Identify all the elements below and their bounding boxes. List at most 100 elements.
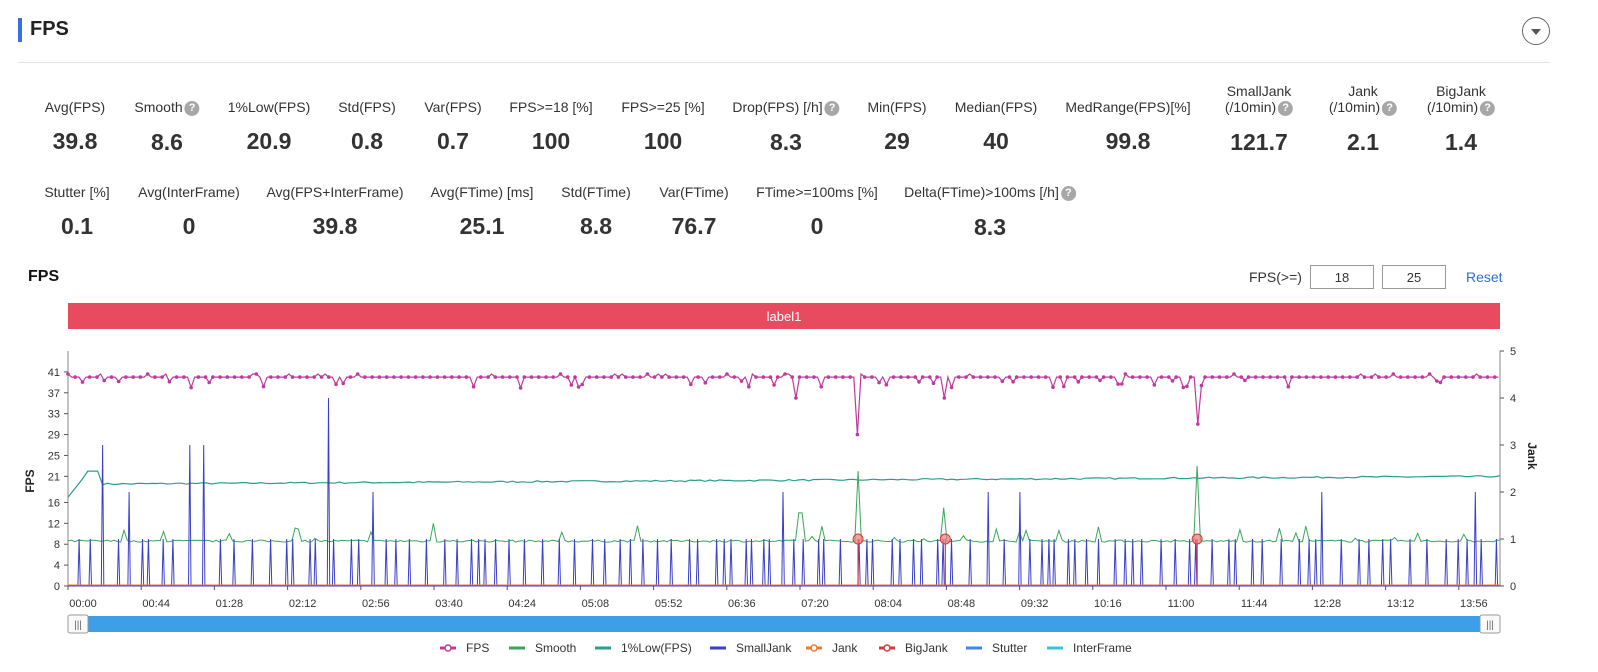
fps-point bbox=[917, 380, 921, 384]
fps-point bbox=[1326, 375, 1330, 379]
fps-point bbox=[1449, 375, 1454, 379]
metric-label: Std(FPS) bbox=[338, 99, 396, 115]
x-tick-label: 04:24 bbox=[508, 598, 536, 610]
fps-point bbox=[1406, 375, 1410, 379]
y-right-tick-label: 4 bbox=[1510, 393, 1516, 405]
legend-item-smalljank[interactable]: SmallJank bbox=[710, 641, 792, 655]
series-smalljank-line bbox=[68, 397, 1500, 587]
fps-point bbox=[1362, 375, 1367, 379]
fps-point bbox=[790, 375, 794, 379]
y-left-tick-label: 4 bbox=[54, 560, 60, 572]
fps-point bbox=[518, 386, 523, 390]
legend-item-1-low-fps-[interactable]: 1%Low(FPS) bbox=[595, 641, 692, 655]
fps-point bbox=[833, 375, 838, 379]
fps-point bbox=[508, 375, 512, 379]
fps-point bbox=[471, 384, 476, 389]
fps-point bbox=[993, 375, 997, 379]
fps-point bbox=[392, 375, 396, 379]
zoom-handle-left[interactable] bbox=[67, 614, 89, 634]
fps-point bbox=[1094, 375, 1099, 379]
fps-point bbox=[848, 375, 852, 379]
fps-point bbox=[536, 375, 541, 379]
legend-label: Stutter bbox=[992, 641, 1027, 655]
help-icon[interactable]: ? bbox=[1278, 100, 1294, 116]
fps-point bbox=[681, 375, 686, 379]
metric-label: SmallJank (/10min)? bbox=[1224, 83, 1294, 116]
fps-point bbox=[674, 375, 679, 379]
metric-stutter: Stutter [%] 0.1 bbox=[44, 184, 109, 240]
fps-point bbox=[1098, 378, 1102, 383]
help-icon[interactable]: ? bbox=[1382, 100, 1398, 116]
fps-point bbox=[1319, 375, 1323, 379]
legend-item-jank[interactable]: Jank bbox=[806, 641, 858, 655]
y-right-tick-label: 0 bbox=[1510, 581, 1516, 593]
metric-label: Avg(FPS) bbox=[44, 99, 106, 115]
metric-1-low-fps: 1%Low(FPS) 20.9 bbox=[228, 99, 310, 155]
fps-point bbox=[623, 375, 628, 379]
help-icon[interactable]: ? bbox=[1060, 185, 1076, 201]
fps-point bbox=[645, 372, 650, 376]
metric-label: Drop(FPS) [/h]? bbox=[732, 99, 840, 116]
x-tick-label: 07:20 bbox=[801, 598, 829, 610]
legend-item-fps[interactable]: FPS bbox=[440, 641, 489, 655]
metric-value: 20.9 bbox=[246, 128, 292, 154]
section-title: FPS bbox=[30, 18, 69, 40]
metric-drop-fps-h: Drop(FPS) [/h]? 8.3 bbox=[732, 99, 840, 156]
fps-point bbox=[1029, 375, 1033, 379]
fps-point bbox=[1152, 383, 1157, 387]
fps-point bbox=[1188, 375, 1193, 379]
metric-value: 100 bbox=[531, 128, 571, 154]
zoom-handle-right[interactable] bbox=[1479, 614, 1501, 634]
metric-label: Delta(FTime)>100ms [/h]? bbox=[904, 184, 1076, 201]
fps-point bbox=[1199, 383, 1204, 388]
x-tick-label: 06:36 bbox=[728, 598, 756, 610]
fps-point bbox=[1185, 384, 1189, 389]
fps-point bbox=[1311, 375, 1316, 379]
fps-point bbox=[794, 396, 798, 400]
fps-point bbox=[1065, 375, 1070, 379]
help-icon[interactable]: ? bbox=[184, 100, 200, 116]
metric-value: 2.1 bbox=[1347, 128, 1379, 155]
legend-item-interframe[interactable]: InterFrame bbox=[1047, 641, 1132, 655]
fps-point bbox=[1282, 375, 1287, 379]
fps-point bbox=[421, 375, 425, 379]
fps-point bbox=[218, 375, 222, 379]
x-tick-label: 11:44 bbox=[1241, 598, 1268, 610]
metric-label: Smooth? bbox=[134, 99, 200, 116]
fps-point bbox=[739, 379, 744, 383]
legend-item-stutter[interactable]: Stutter bbox=[966, 641, 1027, 655]
fps-point bbox=[1340, 375, 1345, 379]
x-tick-label: 02:12 bbox=[289, 598, 317, 610]
reset-link[interactable]: Reset bbox=[1466, 269, 1503, 285]
collapse-chevron-icon[interactable] bbox=[1522, 17, 1550, 45]
metric-label: MedRange(FPS)[%] bbox=[1065, 99, 1191, 115]
legend-item-bigjank[interactable]: BigJank bbox=[879, 641, 949, 655]
fps-point bbox=[1109, 375, 1113, 379]
help-icon[interactable]: ? bbox=[1480, 100, 1496, 116]
metric-value: 0.1 bbox=[61, 213, 93, 239]
fps-threshold-high-input[interactable] bbox=[1382, 265, 1446, 289]
fps-point bbox=[283, 375, 288, 379]
fps-threshold-low-input[interactable] bbox=[1310, 265, 1374, 289]
fps-point bbox=[964, 375, 968, 379]
fps-point bbox=[1246, 375, 1251, 379]
legend-swatch-marker bbox=[444, 644, 452, 652]
fps-point bbox=[1196, 422, 1200, 426]
metric-label: Var(FTime) bbox=[659, 184, 729, 200]
fps-point bbox=[804, 375, 809, 379]
series-1pct-low-line bbox=[67, 470, 1501, 498]
legend-item-smooth[interactable]: Smooth bbox=[509, 641, 576, 655]
fps-point bbox=[1181, 385, 1186, 390]
help-icon[interactable]: ? bbox=[824, 100, 840, 116]
fps-point bbox=[652, 375, 657, 379]
fps-point bbox=[1210, 375, 1215, 379]
x-tick-label: 10:16 bbox=[1094, 598, 1122, 610]
fps-point bbox=[978, 375, 983, 379]
fps-point bbox=[870, 375, 874, 379]
fps-point bbox=[435, 375, 440, 379]
fps-markers bbox=[66, 372, 1497, 437]
fps-point bbox=[602, 375, 606, 379]
bigjank-marker bbox=[1191, 533, 1203, 545]
fps-point bbox=[1130, 375, 1135, 379]
